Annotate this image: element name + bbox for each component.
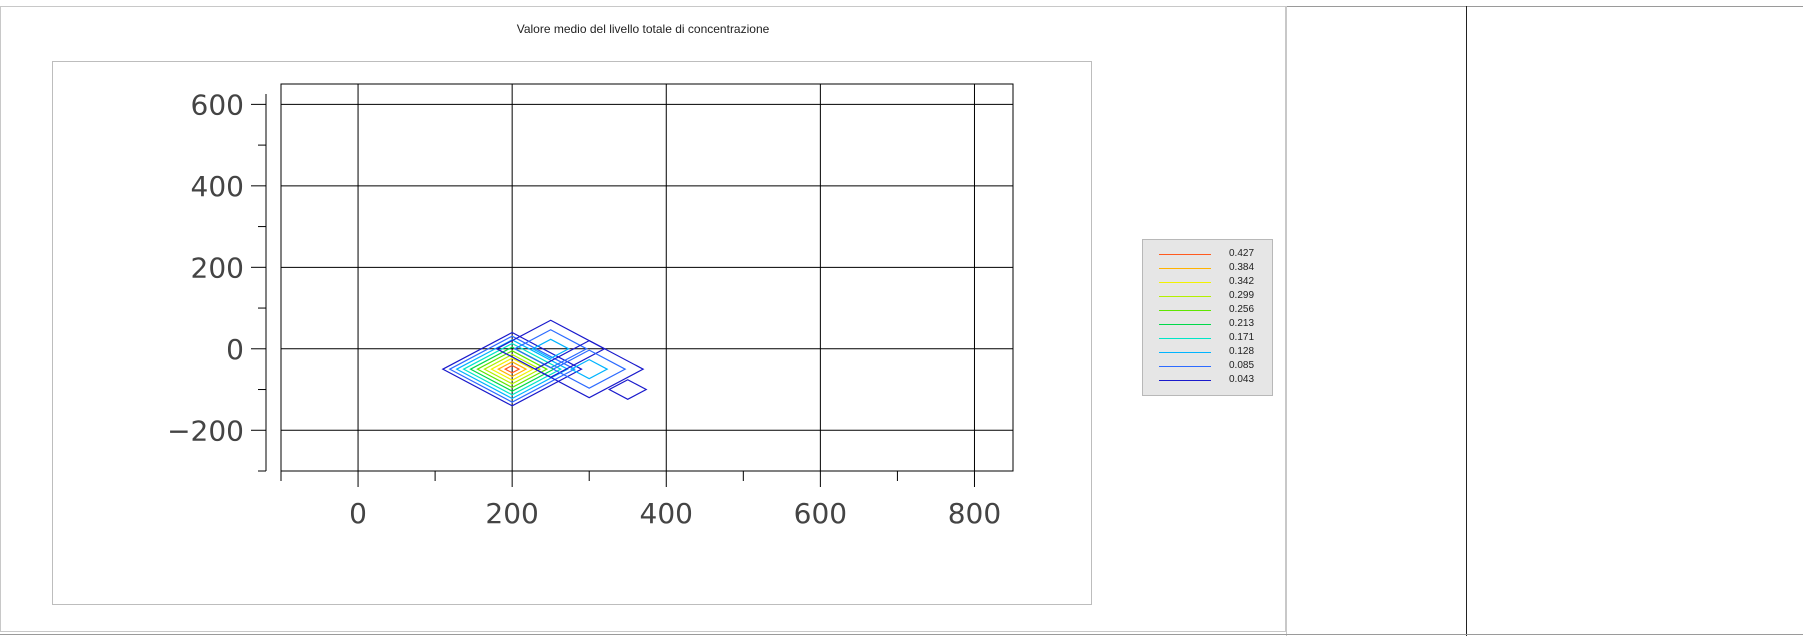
x-tick-label: 600	[794, 497, 847, 530]
legend-label: 0.342	[1229, 276, 1255, 287]
legend-item: 0.256	[1143, 304, 1272, 318]
panel-divider	[1286, 6, 1287, 636]
legend-swatch	[1159, 254, 1211, 255]
contour-line	[607, 379, 648, 400]
legend-swatch	[1159, 380, 1211, 381]
legend-item: 0.384	[1143, 262, 1272, 276]
legend-item: 0.085	[1143, 360, 1272, 374]
legend-label: 0.171	[1229, 332, 1255, 343]
contour-line	[455, 339, 569, 400]
legend-label: 0.299	[1229, 290, 1255, 301]
contour-line	[551, 349, 627, 389]
legend-item: 0.342	[1143, 276, 1272, 290]
contour-line	[490, 357, 535, 381]
bottom-border	[0, 634, 1803, 635]
contour-legend: 0.427 0.384 0.342 0.299 0.256 0.213 0.171 0.128…	[1142, 239, 1273, 396]
plot-panel	[52, 61, 1092, 605]
contour-chart: 600 400 200 0 −200 0 200 400 600 800	[167, 83, 1014, 530]
legend-swatch	[1159, 282, 1211, 283]
legend-item: 0.128	[1143, 346, 1272, 360]
legend-item: 0.427	[1143, 248, 1272, 262]
x-tick-label: 200	[485, 497, 538, 530]
legend-swatch	[1159, 352, 1211, 353]
legend-swatch	[1159, 268, 1211, 269]
legend-item: 0.299	[1143, 290, 1272, 304]
y-tick-label: 400	[191, 170, 244, 203]
legend-label: 0.256	[1229, 304, 1255, 315]
contour-line	[483, 353, 542, 385]
contour-line	[497, 361, 528, 378]
y-tick-label: 600	[191, 88, 244, 121]
contour-line	[533, 339, 645, 399]
legend-swatch	[1159, 338, 1211, 339]
contour-line	[448, 335, 576, 403]
column-divider	[1466, 6, 1467, 636]
legend-swatch	[1159, 366, 1211, 367]
x-tick-label: 400	[640, 497, 693, 530]
legend-label: 0.043	[1229, 374, 1255, 385]
legend-item: 0.043	[1143, 374, 1272, 388]
x-tick-label: 0	[349, 497, 367, 530]
legend-item: 0.213	[1143, 318, 1272, 332]
legend-swatch	[1159, 324, 1211, 325]
contour-line	[531, 338, 570, 359]
legend-label: 0.128	[1229, 346, 1255, 357]
contour-line	[503, 364, 521, 374]
contour-line	[462, 342, 562, 396]
x-tick-label: 800	[948, 497, 1001, 530]
axes-box	[280, 83, 1014, 472]
legend-label: 0.213	[1229, 318, 1255, 329]
contour-line	[569, 358, 609, 380]
contour-line	[513, 329, 588, 369]
y-tick-label: 200	[191, 251, 244, 284]
y-tick-label: 0	[226, 333, 244, 366]
legend-swatch	[1159, 296, 1211, 297]
legend-label: 0.085	[1229, 360, 1255, 371]
legend-label: 0.384	[1229, 262, 1255, 273]
contour-line	[476, 350, 549, 389]
legend-label: 0.427	[1229, 248, 1255, 259]
chart-title: Valore medio del livello totale di conce…	[516, 22, 770, 36]
legend-swatch	[1159, 310, 1211, 311]
legend-item: 0.171	[1143, 332, 1272, 346]
y-tick-label: −200	[167, 414, 244, 447]
